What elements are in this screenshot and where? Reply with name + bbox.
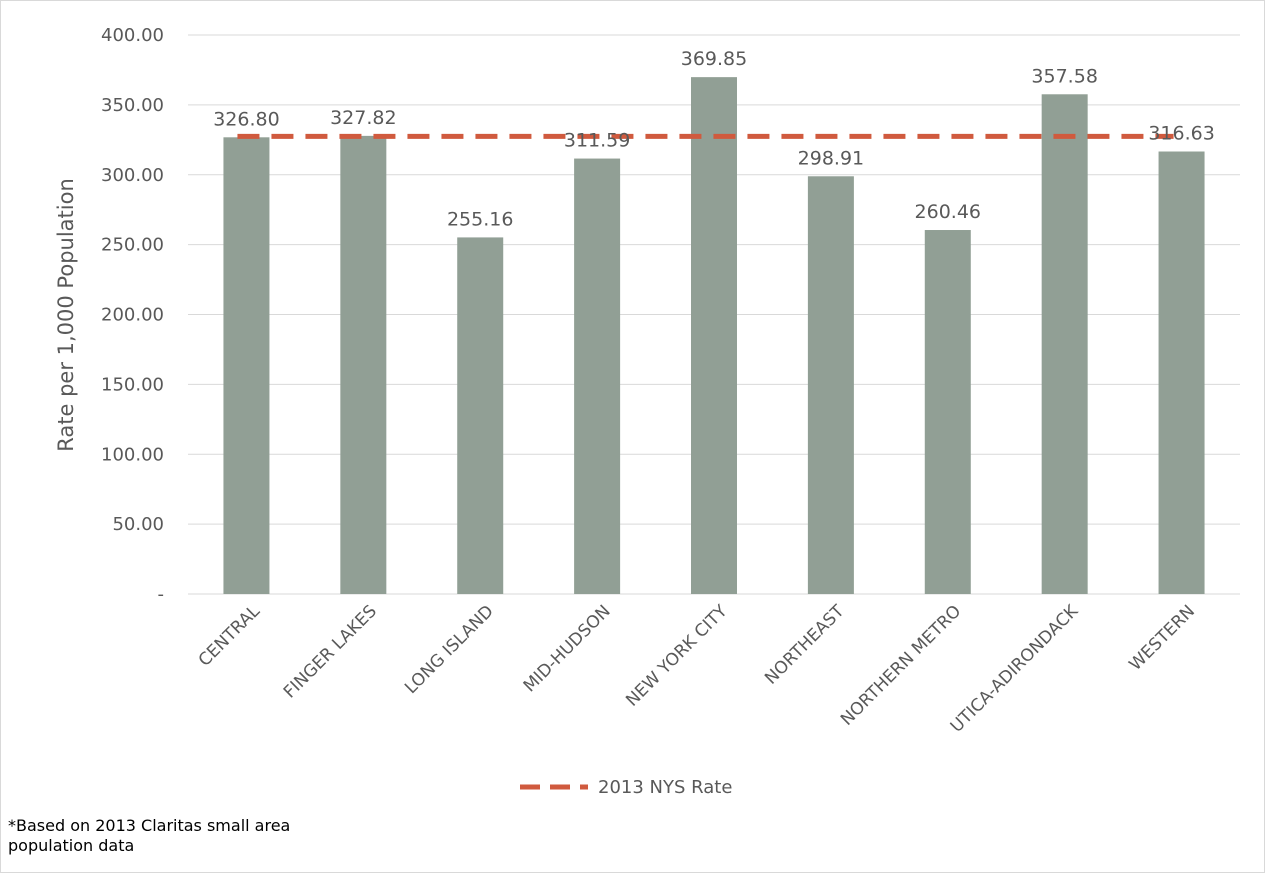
bar-western: [1158, 151, 1205, 594]
y-tick-label: 150.00: [101, 374, 164, 395]
x-category-label-new-york-city: NEW YORK CITY: [622, 601, 732, 711]
legend: 2013 NYS Rate: [520, 777, 732, 798]
y-tick-label: 400.00: [101, 25, 164, 46]
data-label-northeast: 298.91: [798, 147, 864, 169]
data-label-northern-metro: 260.46: [915, 201, 981, 223]
data-label-mid-hudson: 311.59: [564, 130, 630, 152]
y-axis-title: Rate per 1,000 Population: [54, 178, 78, 452]
data-label-new-york-city: 369.85: [681, 48, 747, 70]
data-label-finger-lakes: 327.82: [330, 107, 396, 129]
y-tick-label: 50.00: [112, 514, 164, 535]
footnote: *Based on 2013 Claritas small area popul…: [8, 816, 291, 855]
bar-mid-hudson: [574, 158, 621, 594]
bar-long-island: [457, 237, 504, 595]
bar-new-york-city: [691, 77, 737, 594]
bar-finger-lakes: [340, 135, 387, 594]
x-category-label-northern-metro: NORTHERN METRO: [837, 601, 965, 729]
data-label-western: 316.63: [1148, 123, 1214, 145]
y-tick-label: 300.00: [101, 165, 164, 186]
x-category-label-finger-lakes: FINGER LAKES: [280, 601, 381, 702]
bars: [223, 77, 1205, 595]
x-category-label-central: CENTRAL: [195, 601, 265, 671]
x-category-label-long-island: LONG ISLAND: [401, 601, 498, 698]
y-axis-ticks: - 50.00 100.00 150.00 200.00 250.00 300.00 350.…: [101, 25, 164, 605]
data-label-long-island: 255.16: [447, 208, 513, 230]
data-labels: 326.80 327.82 255.16 311.59 369.85 298.91 260.…: [213, 48, 1215, 230]
x-category-label-mid-hudson: MID-HUDSON: [520, 601, 615, 696]
bar-central: [223, 137, 270, 594]
y-tick-label: 250.00: [101, 235, 164, 256]
y-tick-label: 350.00: [101, 95, 164, 116]
y-tick-label: -: [158, 584, 165, 605]
data-label-central: 326.80: [213, 108, 279, 130]
y-tick-label: 100.00: [101, 444, 164, 465]
bar-northeast: [807, 176, 854, 595]
data-label-utica-adirondack: 357.58: [1031, 65, 1097, 87]
x-axis-categories: CENTRAL FINGER LAKES LONG ISLAND MID-HUDSON…: [195, 601, 1199, 737]
x-category-label-utica-adirondack: UTICA-ADIRONDACK: [947, 601, 1083, 737]
bar-northern-metro: [924, 230, 971, 595]
bar-utica-adirondack: [1041, 94, 1088, 594]
x-category-label-western: WESTERN: [1126, 601, 1200, 675]
y-tick-label: 200.00: [101, 305, 164, 326]
legend-label-2013-nys-rate: 2013 NYS Rate: [598, 777, 732, 798]
x-category-label-northeast: NORTHEAST: [761, 601, 849, 689]
